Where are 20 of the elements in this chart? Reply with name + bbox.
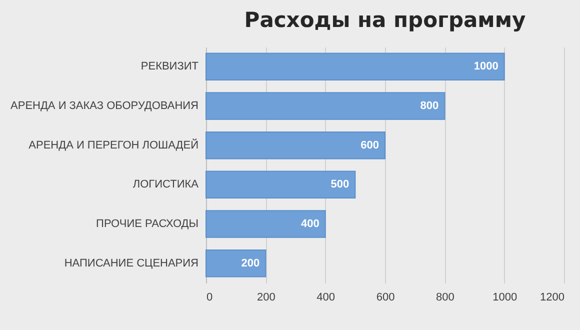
x-tick-label: 400 [316,292,336,304]
x-tick-label: 800 [436,292,454,304]
data-label: 800 [420,100,439,112]
x-tick-label: 1200 [540,292,564,304]
data-label: 200 [241,257,260,270]
y-tick-label: АРЕНДА И ПЕРЕГОН ЛОШАДЕЙ [28,138,198,152]
y-tick-label: РЕКВИЗИТ [140,60,199,73]
y-tick-label: АРЕНДА И ЗАКАЗ ОБОРУДОВАНИЯ [10,100,199,112]
data-label: 400 [300,218,320,230]
x-tick-label: 0 [206,292,213,304]
y-tick-label: НАПИСАНИЕ СЦЕНАРИЯ [64,257,199,270]
data-label: 600 [360,139,379,152]
x-tick-label: 600 [376,292,395,304]
chart-title: Расходы на программу [244,8,526,32]
y-tick-label: ЛОГИСТИКА [132,178,200,191]
data-label: 1000 [474,60,498,73]
data-label: 500 [330,178,350,191]
y-tick-label: ПРОЧИЕ РАСХОДЫ [96,218,198,230]
x-tick-label: 1000 [492,292,518,304]
x-tick-label: 200 [256,292,276,304]
